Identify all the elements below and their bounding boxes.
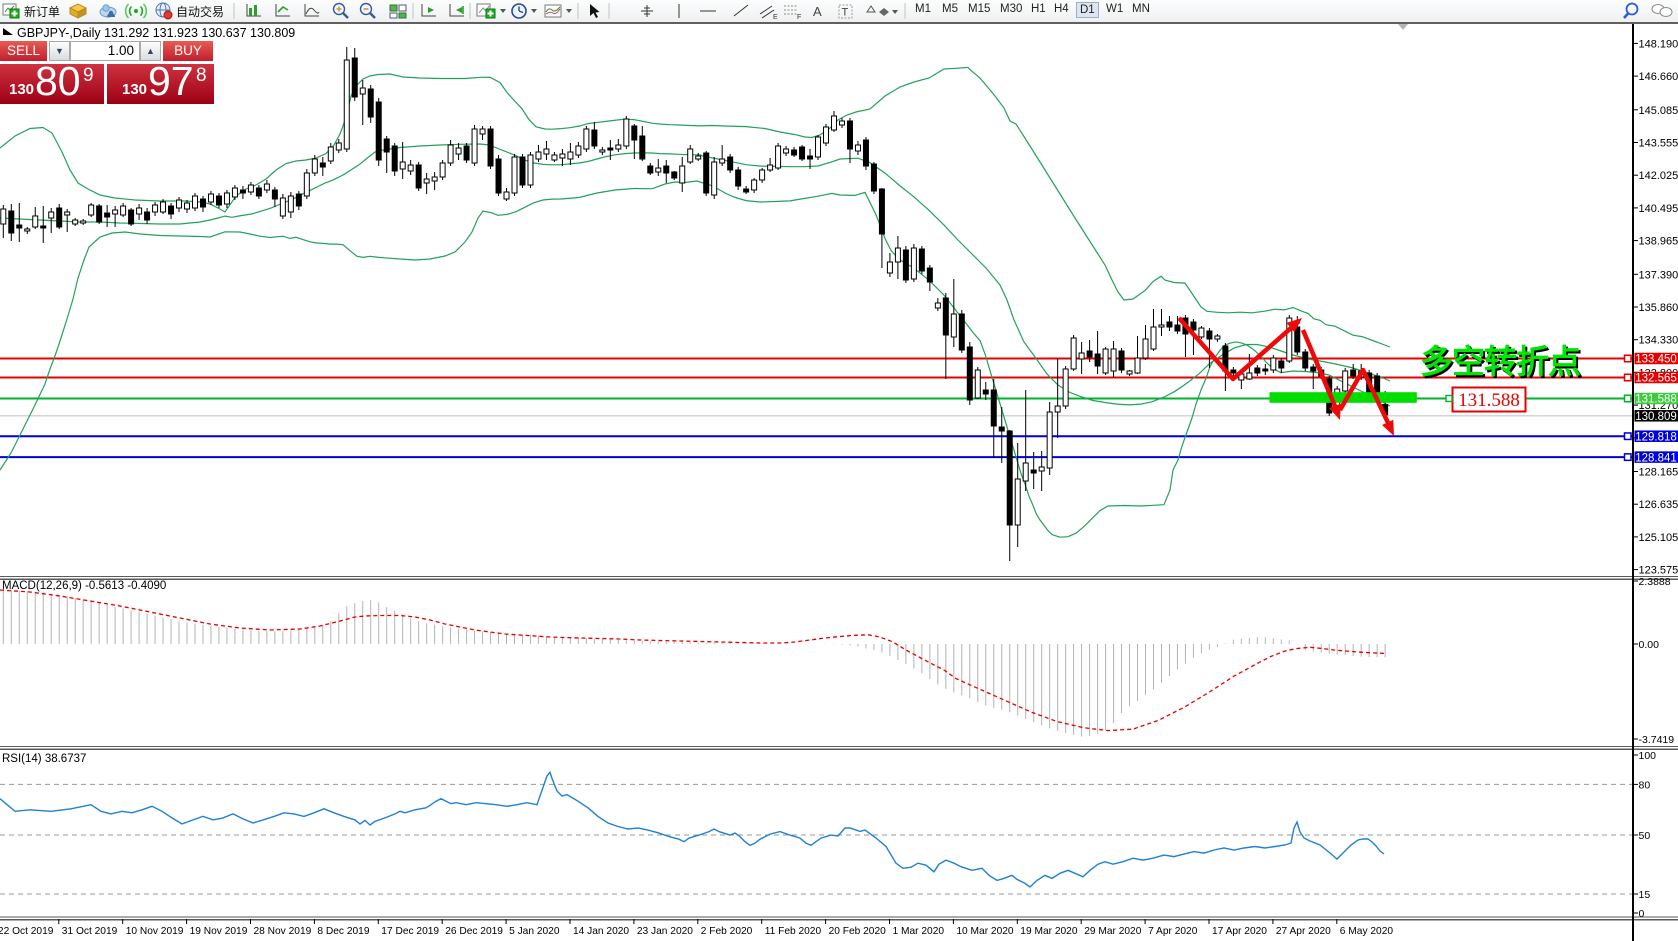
svg-text:0.00: 0.00 <box>1639 639 1660 651</box>
svg-text:126.635: 126.635 <box>1639 499 1678 511</box>
svg-text:143.555: 143.555 <box>1639 138 1678 150</box>
svg-text:138.965: 138.965 <box>1639 236 1678 248</box>
svg-text:15: 15 <box>1639 889 1651 901</box>
svg-text:8 Dec 2019: 8 Dec 2019 <box>317 926 369 937</box>
svg-text:131.588: 131.588 <box>1635 394 1677 406</box>
svg-text:2 Feb 2020: 2 Feb 2020 <box>701 926 753 937</box>
svg-text:26 Dec 2019: 26 Dec 2019 <box>445 926 503 937</box>
svg-text:0: 0 <box>1639 908 1645 920</box>
svg-text:130.809: 130.809 <box>1635 411 1677 423</box>
svg-text:2.3888: 2.3888 <box>1639 576 1671 588</box>
svg-text:20 Feb 2020: 20 Feb 2020 <box>829 926 887 937</box>
svg-text:10 Nov 2019: 10 Nov 2019 <box>126 926 184 937</box>
svg-text:多空转折点: 多空转折点 <box>1422 345 1583 382</box>
svg-text:135.860: 135.860 <box>1639 302 1678 314</box>
svg-text:132.565: 132.565 <box>1635 373 1677 385</box>
svg-text:137.390: 137.390 <box>1639 269 1678 281</box>
svg-text:19 Nov 2019: 19 Nov 2019 <box>190 926 248 937</box>
svg-text:133.450: 133.450 <box>1635 354 1677 366</box>
svg-text:29 Mar 2020: 29 Mar 2020 <box>1084 926 1142 937</box>
svg-text:RSI(14) 38.6737: RSI(14) 38.6737 <box>2 753 86 765</box>
svg-text:80: 80 <box>1639 779 1651 791</box>
svg-text:128.165: 128.165 <box>1639 467 1678 479</box>
svg-text:146.660: 146.660 <box>1639 71 1678 83</box>
svg-text:6 May 2020: 6 May 2020 <box>1340 926 1394 937</box>
svg-text:GBPJPY-,Daily 131.292 131.923: GBPJPY-,Daily 131.292 131.923 130.637 13… <box>17 26 295 40</box>
svg-text:123.575: 123.575 <box>1639 565 1678 577</box>
svg-text:131.588: 131.588 <box>1458 390 1520 411</box>
svg-text:125.105: 125.105 <box>1639 532 1678 544</box>
svg-text:17 Apr 2020: 17 Apr 2020 <box>1212 926 1267 937</box>
svg-text:128.841: 128.841 <box>1635 452 1677 464</box>
svg-text:11 Feb 2020: 11 Feb 2020 <box>765 926 822 937</box>
svg-text:50: 50 <box>1639 830 1651 842</box>
svg-text:14 Jan 2020: 14 Jan 2020 <box>573 926 629 937</box>
svg-text:31 Oct 2019: 31 Oct 2019 <box>62 926 118 937</box>
svg-text:5 Jan 2020: 5 Jan 2020 <box>509 926 560 937</box>
svg-text:28 Nov 2019: 28 Nov 2019 <box>254 926 312 937</box>
svg-text:142.025: 142.025 <box>1639 170 1678 182</box>
svg-text:T: T <box>842 7 849 19</box>
svg-text:134.330: 134.330 <box>1639 335 1678 347</box>
svg-text:10 Mar 2020: 10 Mar 2020 <box>956 926 1014 937</box>
svg-text:A: A <box>813 4 822 19</box>
svg-text:7 Apr 2020: 7 Apr 2020 <box>1148 926 1198 937</box>
svg-text:148.190: 148.190 <box>1639 38 1678 50</box>
svg-text:多空转折点: 多空转折点 <box>1420 343 1581 380</box>
svg-text:17 Dec 2019: 17 Dec 2019 <box>381 926 439 937</box>
svg-text:MACD(12,26,9) -0.5613 -0.4090: MACD(12,26,9) -0.5613 -0.4090 <box>2 580 166 592</box>
svg-text:129.818: 129.818 <box>1635 431 1677 443</box>
svg-text:145.085: 145.085 <box>1639 105 1678 117</box>
svg-text:27 Apr 2020: 27 Apr 2020 <box>1276 926 1331 937</box>
svg-text:F: F <box>797 14 801 21</box>
svg-text:22 Oct 2019: 22 Oct 2019 <box>0 926 54 937</box>
svg-text:19 Mar 2020: 19 Mar 2020 <box>1020 926 1078 937</box>
svg-text:140.495: 140.495 <box>1639 203 1678 215</box>
svg-text:1 Mar 2020: 1 Mar 2020 <box>893 926 945 937</box>
svg-text:100: 100 <box>1639 750 1657 762</box>
svg-text:-3.7419: -3.7419 <box>1639 734 1675 746</box>
svg-text:23 Jan 2020: 23 Jan 2020 <box>637 926 693 937</box>
svg-text:E: E <box>773 14 778 21</box>
